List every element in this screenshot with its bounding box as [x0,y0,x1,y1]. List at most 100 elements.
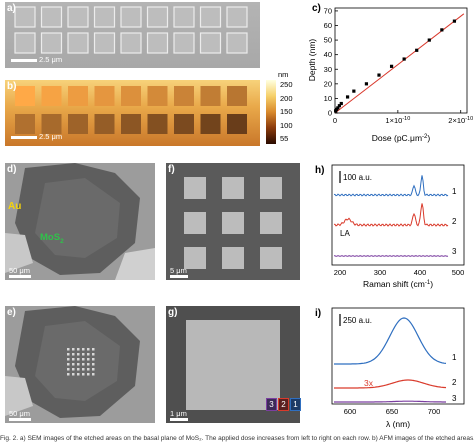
panel-d-image [5,163,155,280]
x-tick-label: 2×10-10 [448,116,473,125]
etched-spot [87,373,90,376]
data-point [452,19,457,23]
panel-g-label: g) [168,307,178,318]
panel-e-scale-text: 50 μm [9,409,30,418]
data-point [336,106,340,110]
panel-g-scale-text: 1 μm [170,409,187,418]
colorbar-tick: 100 [280,120,293,130]
y-tick-label: 10 [324,94,332,103]
colorbar-tick: 150 [280,107,293,116]
trace-label-1: 1 [452,353,457,362]
y-tick-label: 60 [324,21,332,30]
etched-square [200,114,221,134]
etched-square [93,32,116,54]
etched-square [146,6,169,28]
etched-spot [72,368,75,371]
data-point [339,101,343,106]
etched-spot [92,373,95,376]
etched-square [173,6,195,28]
panel-b-image [5,80,260,146]
etched-spot [67,353,70,356]
etched-square [227,114,247,134]
trace-label-3: 3 [452,247,457,256]
panel-g-scalebar [170,418,188,421]
etched-square [226,32,248,54]
trace-2 [334,379,447,389]
panel-a-scale-text: 2.5 μm [39,55,63,64]
x-tick: 700 [428,407,441,416]
etched-square [67,32,89,54]
x-tick: 300 [374,268,387,277]
x-axis-label: Raman shift (cm-1) [363,279,433,289]
y-tick-label: 40 [324,50,332,59]
panel-a-scalebar [11,59,37,62]
etched-square [260,212,282,234]
etched-spot [87,363,90,366]
panel-g-image [166,306,300,423]
etched-square [184,247,206,269]
multiplier-label: 3x [364,378,374,388]
etched-spot [67,348,70,351]
data-point [389,64,394,68]
etched-square [14,6,36,28]
x-axis-label: Dose (pC.μm-2) [372,133,431,143]
panel-b-label: b) [7,81,17,92]
panel-h-label: h) [315,165,325,176]
etched-square [226,6,248,28]
x-tick: 200 [334,268,347,277]
panel-a-image [5,2,260,68]
etched-spot [82,358,85,361]
etched-spot [87,348,90,351]
panel-c-chart: 0 10 20 30 40 50 60 70 0 1×10-10 2×10-10 Depth (n… [307,6,473,143]
colorbar-tick: 200 [280,93,293,103]
panel-f-label: f) [168,164,175,175]
panel-f-scale-text: 5 μm [170,266,187,275]
trace-label-2: 2 [452,378,457,387]
data-point [402,57,406,61]
etched-square [68,86,88,106]
etched-square [174,114,194,134]
figure-caption: Fig. 2. a) SEM images of the etched area… [0,435,474,442]
etched-square [173,32,195,54]
panel-h-chart: 100 a.u. LA 1 2 3 200 300 400 500 Raman … [331,164,465,289]
y-tick-label: 70 [324,6,332,15]
panel-d-scalebar [9,275,31,278]
data-point [377,73,381,77]
etched-square [94,114,115,134]
etched-square [199,32,222,54]
trace-label-3: 3 [452,394,457,403]
etched-square [186,320,280,410]
panel-b-squares [15,86,247,134]
y-tick-label: 20 [324,79,332,88]
etched-square [147,114,168,134]
plot-frame [334,7,468,114]
etched-square [200,86,221,106]
panel-e-flake [5,306,140,418]
etched-square [120,6,142,28]
etched-square [222,247,244,269]
etched-spot [77,348,80,351]
trace-1 [333,175,449,197]
etched-square [199,6,222,28]
panel-a-squares [14,6,248,54]
etched-square [121,86,141,106]
etched-square [146,32,169,54]
trace-3 [334,400,446,403]
panel-c-label: c) [312,3,321,14]
etched-spot [92,358,95,361]
trace-2 [333,203,449,227]
etched-square [14,32,36,54]
etched-square [41,86,62,106]
y-axis-label: Depth (nm) [307,39,317,82]
x-tick: 400 [414,268,427,277]
etched-square [94,86,115,106]
panel-i-label: i) [315,308,322,319]
etched-square [260,247,282,269]
x-axis-label: λ (nm) [386,419,410,429]
data-point [364,82,369,86]
marker-2: 2 [278,398,289,411]
trace-label-2: 2 [452,217,457,226]
x-tick-label: 1×10-10 [385,116,410,125]
etched-square [15,114,35,134]
intensity-scale: 100 a.u. [343,173,372,182]
